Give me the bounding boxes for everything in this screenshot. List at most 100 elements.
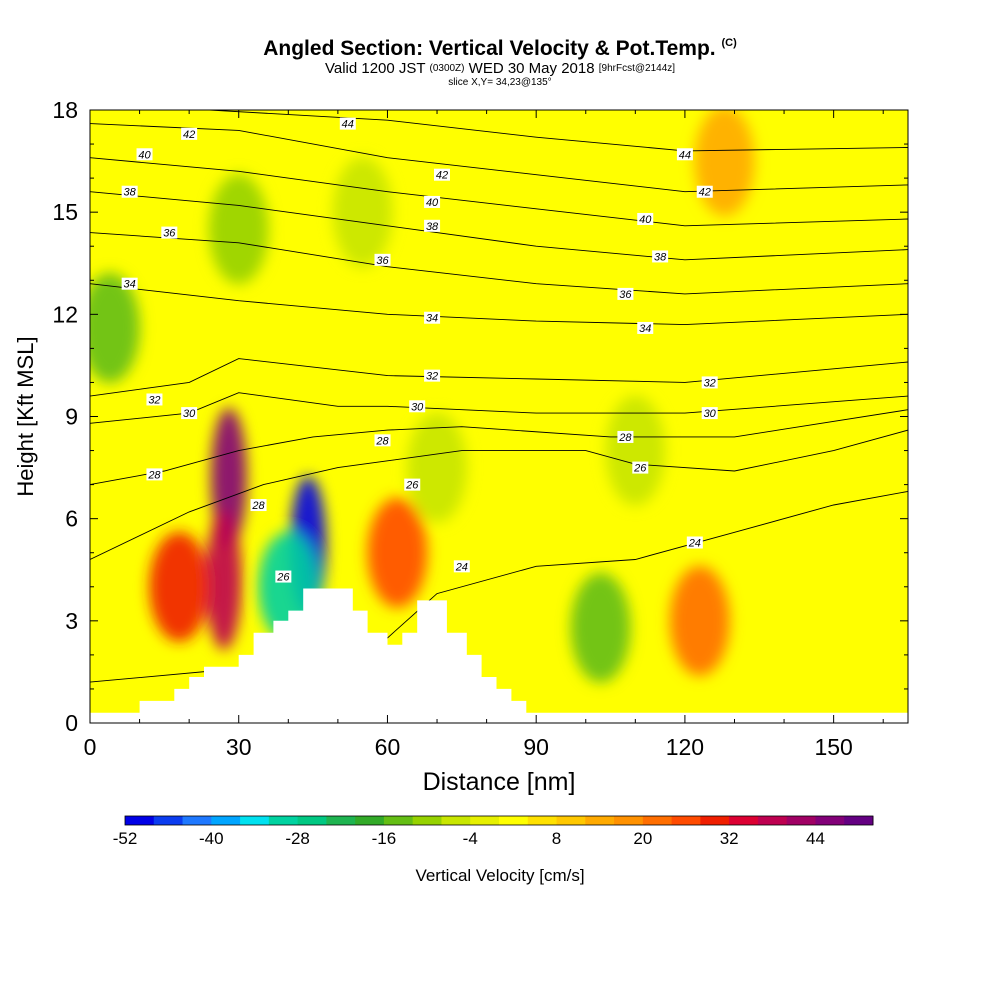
colorbar-swatch bbox=[268, 816, 299, 825]
isentrope-42 bbox=[90, 123, 908, 193]
colorbar-swatch bbox=[240, 816, 270, 825]
contour-label-text: 24 bbox=[455, 561, 468, 573]
contour-label-text: 26 bbox=[405, 480, 419, 492]
contour-label-box bbox=[701, 407, 718, 420]
field-blobs bbox=[90, 110, 755, 683]
colorbar-swatch bbox=[412, 816, 442, 825]
y-tick-label: 3 bbox=[65, 608, 78, 634]
utc-time: (0300Z) bbox=[429, 63, 465, 74]
contour-label: 44 bbox=[676, 148, 693, 161]
velocity-feature bbox=[669, 565, 730, 676]
x-tick-label: 60 bbox=[375, 734, 401, 760]
colorbar-swatch bbox=[153, 816, 184, 825]
contour-label-text: 40 bbox=[138, 149, 151, 161]
contour-label-text: 42 bbox=[699, 187, 711, 199]
x-tick-label: 90 bbox=[523, 734, 549, 760]
contour-label-box bbox=[275, 570, 292, 583]
colorbar-tick-label: 32 bbox=[720, 829, 739, 848]
colorbar-swatch bbox=[125, 816, 155, 825]
colorbar-swatch bbox=[527, 816, 558, 825]
y-tick-label: 9 bbox=[65, 404, 78, 430]
contour-label-text: 30 bbox=[411, 401, 424, 413]
colorbar-swatch bbox=[556, 816, 586, 825]
contour-label-box bbox=[121, 277, 138, 290]
contour-label-text: 44 bbox=[342, 119, 354, 131]
title-copyright: (C) bbox=[721, 37, 737, 49]
contour-label-text: 34 bbox=[426, 313, 438, 325]
contour-label-box bbox=[146, 468, 163, 481]
contour-label: 34 bbox=[424, 311, 441, 325]
colorbar-swatch bbox=[441, 816, 471, 825]
contour-label-box bbox=[181, 407, 198, 420]
isentrope-40 bbox=[90, 157, 908, 227]
colorbar-swatch bbox=[757, 816, 788, 825]
contour-label: 24 bbox=[686, 536, 703, 550]
contour-label-box bbox=[652, 250, 669, 263]
isentrope-32 bbox=[90, 358, 908, 397]
colorbar: -52 -40 -28 -16 -4 8 20 32 44 bbox=[113, 815, 874, 848]
contour-label-box bbox=[617, 430, 634, 443]
contour-label: 38 bbox=[121, 185, 138, 199]
contour-label-box bbox=[696, 185, 713, 198]
contour-label-box bbox=[637, 321, 654, 334]
contour-label: 32 bbox=[701, 376, 718, 389]
colorbar-swatch bbox=[211, 816, 241, 825]
contour-label: 42 bbox=[696, 185, 713, 199]
contour-label-text: 24 bbox=[688, 538, 701, 550]
contour-label-box bbox=[686, 536, 703, 549]
colorbar-tick-label: 20 bbox=[633, 829, 652, 848]
colorbar-tick-label: -40 bbox=[199, 829, 224, 848]
contour-label: 28 bbox=[146, 468, 163, 481]
velocity-feature bbox=[205, 509, 242, 650]
contour-label-box bbox=[424, 219, 441, 232]
contour-label-box bbox=[374, 253, 391, 266]
contour-label-text: 34 bbox=[124, 279, 136, 291]
contour-label-text: 36 bbox=[163, 228, 176, 240]
colorbar-swatch bbox=[383, 816, 414, 825]
x-tick-label: 150 bbox=[814, 734, 852, 760]
colorbar-swatch bbox=[326, 816, 356, 825]
contour-label-text: 32 bbox=[704, 377, 716, 389]
contour-label-box bbox=[146, 393, 163, 406]
contour-labels: 42 44 40 44 38 42 42 40 36 38 40 36 38 34 36 34 34 32 32 32… bbox=[121, 117, 718, 584]
contour-label: 26 bbox=[404, 478, 421, 492]
contour-label: 26 bbox=[275, 570, 292, 584]
forecast-info: [9hrFcst@2144z] bbox=[598, 63, 676, 74]
isentrope-34 bbox=[90, 283, 908, 326]
contour-label: 32 bbox=[146, 393, 163, 406]
contour-label: 36 bbox=[374, 253, 391, 267]
chart-subtitle: Valid 1200 JST (0300Z) WED 30 May 2018 [… bbox=[0, 60, 1000, 77]
isentrope-26 bbox=[90, 429, 908, 560]
x-axis-label: Distance [nm] bbox=[423, 768, 576, 796]
velocity-feature bbox=[332, 157, 393, 268]
contour-label-text: 30 bbox=[704, 408, 717, 420]
colorbar-swatch bbox=[815, 816, 845, 825]
velocity-feature bbox=[90, 272, 140, 383]
contour-label: 24 bbox=[453, 560, 470, 573]
slice-info: slice X,Y= 34,23@135° bbox=[448, 77, 552, 88]
colorbar-tick-label: 44 bbox=[806, 829, 825, 848]
colorbar-label: Vertical Velocity [cm/s] bbox=[415, 866, 584, 885]
colorbar-swatch bbox=[297, 816, 327, 825]
x-tick-label: 30 bbox=[226, 734, 252, 760]
contour-label: 40 bbox=[136, 148, 153, 161]
terrain-profile bbox=[90, 588, 908, 723]
contour-label: 28 bbox=[250, 499, 267, 512]
contour-label-box bbox=[409, 400, 426, 413]
velocity-feature bbox=[208, 174, 269, 285]
velocity-feature bbox=[694, 110, 755, 217]
contour-label-text: 28 bbox=[375, 435, 389, 447]
contour-label: 42 bbox=[433, 168, 450, 182]
contour-label: 30 bbox=[701, 407, 718, 420]
colorbar-swatch bbox=[499, 816, 529, 825]
contour-label: 32 bbox=[424, 369, 441, 383]
contour-label-text: 34 bbox=[639, 323, 651, 335]
contour-label-text: 32 bbox=[148, 394, 160, 406]
contour-label-box bbox=[701, 376, 718, 389]
contour-label-text: 44 bbox=[679, 149, 691, 161]
contour-label-box bbox=[339, 117, 356, 130]
colorbar-frame bbox=[124, 815, 874, 826]
colorbar-swatch bbox=[786, 816, 816, 825]
contour-label-box bbox=[161, 226, 178, 239]
